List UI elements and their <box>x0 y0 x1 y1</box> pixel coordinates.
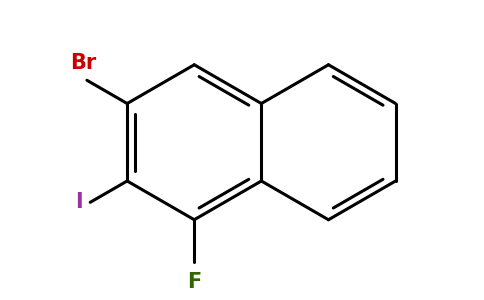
Text: I: I <box>75 192 82 212</box>
Text: F: F <box>187 272 201 292</box>
Text: Br: Br <box>70 52 96 73</box>
